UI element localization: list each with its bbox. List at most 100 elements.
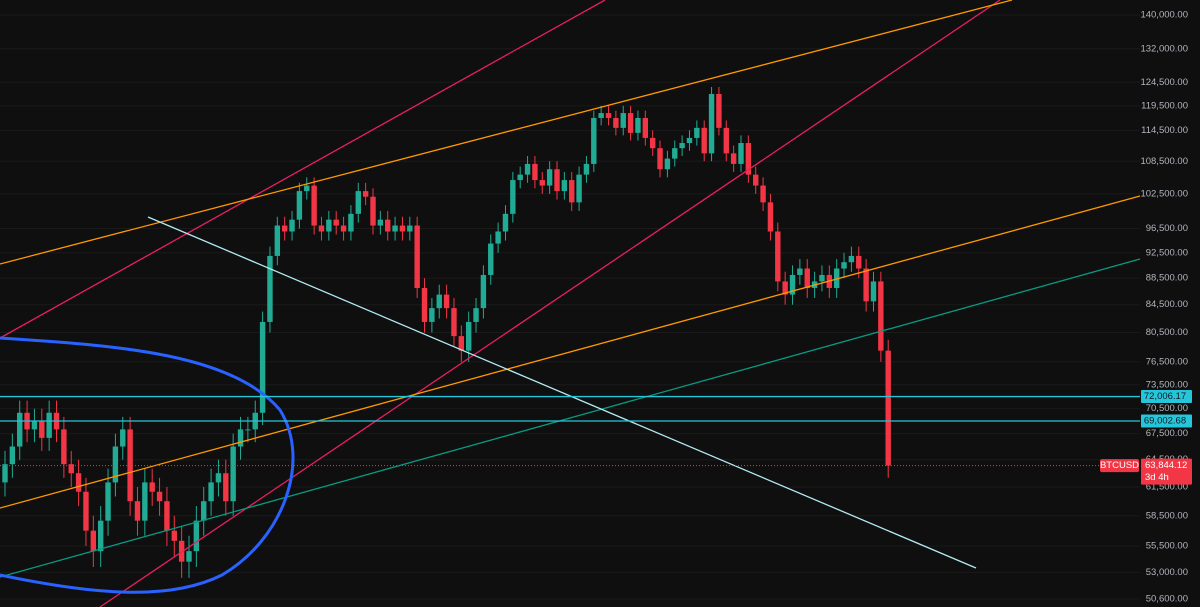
candle-body bbox=[716, 93, 722, 128]
candle-body bbox=[539, 180, 545, 186]
candle-body bbox=[789, 274, 796, 295]
candle-body bbox=[399, 225, 406, 232]
candle-body bbox=[377, 219, 384, 226]
candle-body bbox=[738, 143, 744, 164]
drawings bbox=[0, 0, 1141, 607]
candle-body bbox=[407, 225, 413, 232]
y-tick-label: 92,500.00 bbox=[1146, 247, 1188, 258]
y-tick-label: 96,500.00 bbox=[1146, 223, 1188, 234]
candle-body bbox=[61, 429, 67, 465]
y-tick-label: 84,500.00 bbox=[1146, 299, 1188, 310]
y-tick-label: 61,500.00 bbox=[1146, 482, 1188, 493]
candle-body bbox=[833, 268, 840, 288]
candle-body bbox=[414, 225, 420, 288]
candle-body bbox=[333, 219, 339, 226]
candle-body bbox=[259, 321, 266, 413]
candle-body bbox=[105, 482, 111, 521]
candle-body bbox=[362, 191, 369, 197]
candle-body bbox=[193, 520, 200, 552]
candle-body bbox=[2, 464, 8, 483]
candle-body bbox=[326, 219, 332, 232]
candle-body bbox=[524, 163, 531, 175]
candle-body bbox=[127, 429, 133, 502]
candle-body bbox=[473, 308, 479, 322]
y-tick-label: 132,000.00 bbox=[1140, 43, 1188, 54]
candle-body bbox=[443, 294, 450, 309]
candle-body bbox=[171, 530, 177, 541]
candle-body bbox=[31, 421, 38, 430]
candle-body bbox=[281, 225, 288, 232]
candle-body bbox=[488, 243, 494, 275]
candle-body bbox=[708, 93, 715, 154]
candle-body bbox=[17, 412, 23, 447]
candle-body bbox=[870, 281, 877, 302]
last-price-box bbox=[1141, 458, 1192, 485]
candle-body bbox=[701, 127, 707, 154]
candle-body bbox=[679, 143, 685, 149]
trend-line bbox=[0, 195, 1141, 509]
hand-drawn-ellipse bbox=[0, 336, 295, 594]
symbol-box bbox=[1100, 459, 1139, 473]
candle-body bbox=[385, 219, 391, 232]
candle-body bbox=[760, 185, 766, 203]
y-tick-label: 50,600.00 bbox=[1146, 594, 1188, 605]
candle-body bbox=[112, 446, 119, 483]
candle-body bbox=[686, 137, 693, 144]
candle-body bbox=[201, 501, 207, 521]
candle-body bbox=[664, 158, 671, 170]
price-axis: 140,000.00 132,000.00 124,500.00 119,500.00… bbox=[1100, 0, 1200, 607]
candle-body bbox=[620, 113, 626, 128]
candle-body bbox=[723, 127, 729, 154]
y-tick-label: 53,000.00 bbox=[1146, 567, 1188, 578]
candle-body bbox=[819, 274, 825, 282]
symbol-label: BTCUSD bbox=[1100, 460, 1139, 471]
candle-body bbox=[753, 174, 759, 186]
candle-body bbox=[649, 137, 656, 149]
candle-body bbox=[583, 163, 590, 175]
price-line-box bbox=[1141, 390, 1192, 404]
candle-body bbox=[627, 113, 634, 133]
trend-line bbox=[99, 0, 1001, 607]
trend-line bbox=[0, 258, 1141, 578]
candle-body bbox=[392, 225, 398, 232]
candle-body bbox=[421, 287, 428, 322]
y-tick-label: 67,500.00 bbox=[1146, 428, 1188, 439]
price-line-label: 72,006.17 bbox=[1144, 391, 1186, 402]
price-line-box bbox=[1141, 414, 1192, 428]
y-tick-label: 114,500.00 bbox=[1141, 125, 1188, 136]
candle-body bbox=[223, 473, 229, 502]
candles bbox=[2, 86, 891, 578]
y-tick-label: 124,500.00 bbox=[1140, 77, 1188, 88]
y-tick-label: 108,500.00 bbox=[1140, 156, 1188, 167]
candle-body bbox=[318, 225, 325, 232]
countdown-label: 3d 4h bbox=[1145, 472, 1169, 483]
last-price-label: 63,844.12 bbox=[1145, 460, 1187, 471]
candle-body bbox=[863, 268, 869, 302]
candle-body bbox=[502, 213, 509, 232]
candle-body bbox=[142, 482, 148, 521]
candle-body bbox=[156, 491, 163, 502]
candle-body bbox=[605, 113, 612, 118]
candle-body bbox=[355, 191, 361, 214]
candle-body bbox=[304, 185, 310, 192]
y-tick-label: 102,500.00 bbox=[1140, 188, 1188, 199]
candle-body bbox=[782, 281, 788, 295]
y-tick-label: 70,500.00 bbox=[1146, 403, 1188, 414]
candle-body bbox=[429, 308, 435, 322]
y-tick-label: 119,500.00 bbox=[1141, 100, 1188, 111]
trend-line bbox=[147, 216, 977, 569]
candle-body bbox=[554, 169, 560, 192]
candle-body bbox=[149, 482, 155, 492]
candle-body bbox=[841, 262, 847, 269]
y-tick-label: 76,500.00 bbox=[1146, 356, 1188, 367]
candle-body bbox=[90, 530, 97, 552]
candle-body bbox=[68, 464, 74, 474]
y-tick-label: 140,000.00 bbox=[1140, 9, 1188, 20]
candle-body bbox=[878, 281, 884, 351]
candle-body bbox=[730, 153, 737, 164]
candle-body bbox=[289, 219, 295, 232]
candle-body bbox=[120, 429, 126, 447]
candle-body bbox=[532, 163, 538, 181]
candle-body bbox=[694, 127, 700, 138]
